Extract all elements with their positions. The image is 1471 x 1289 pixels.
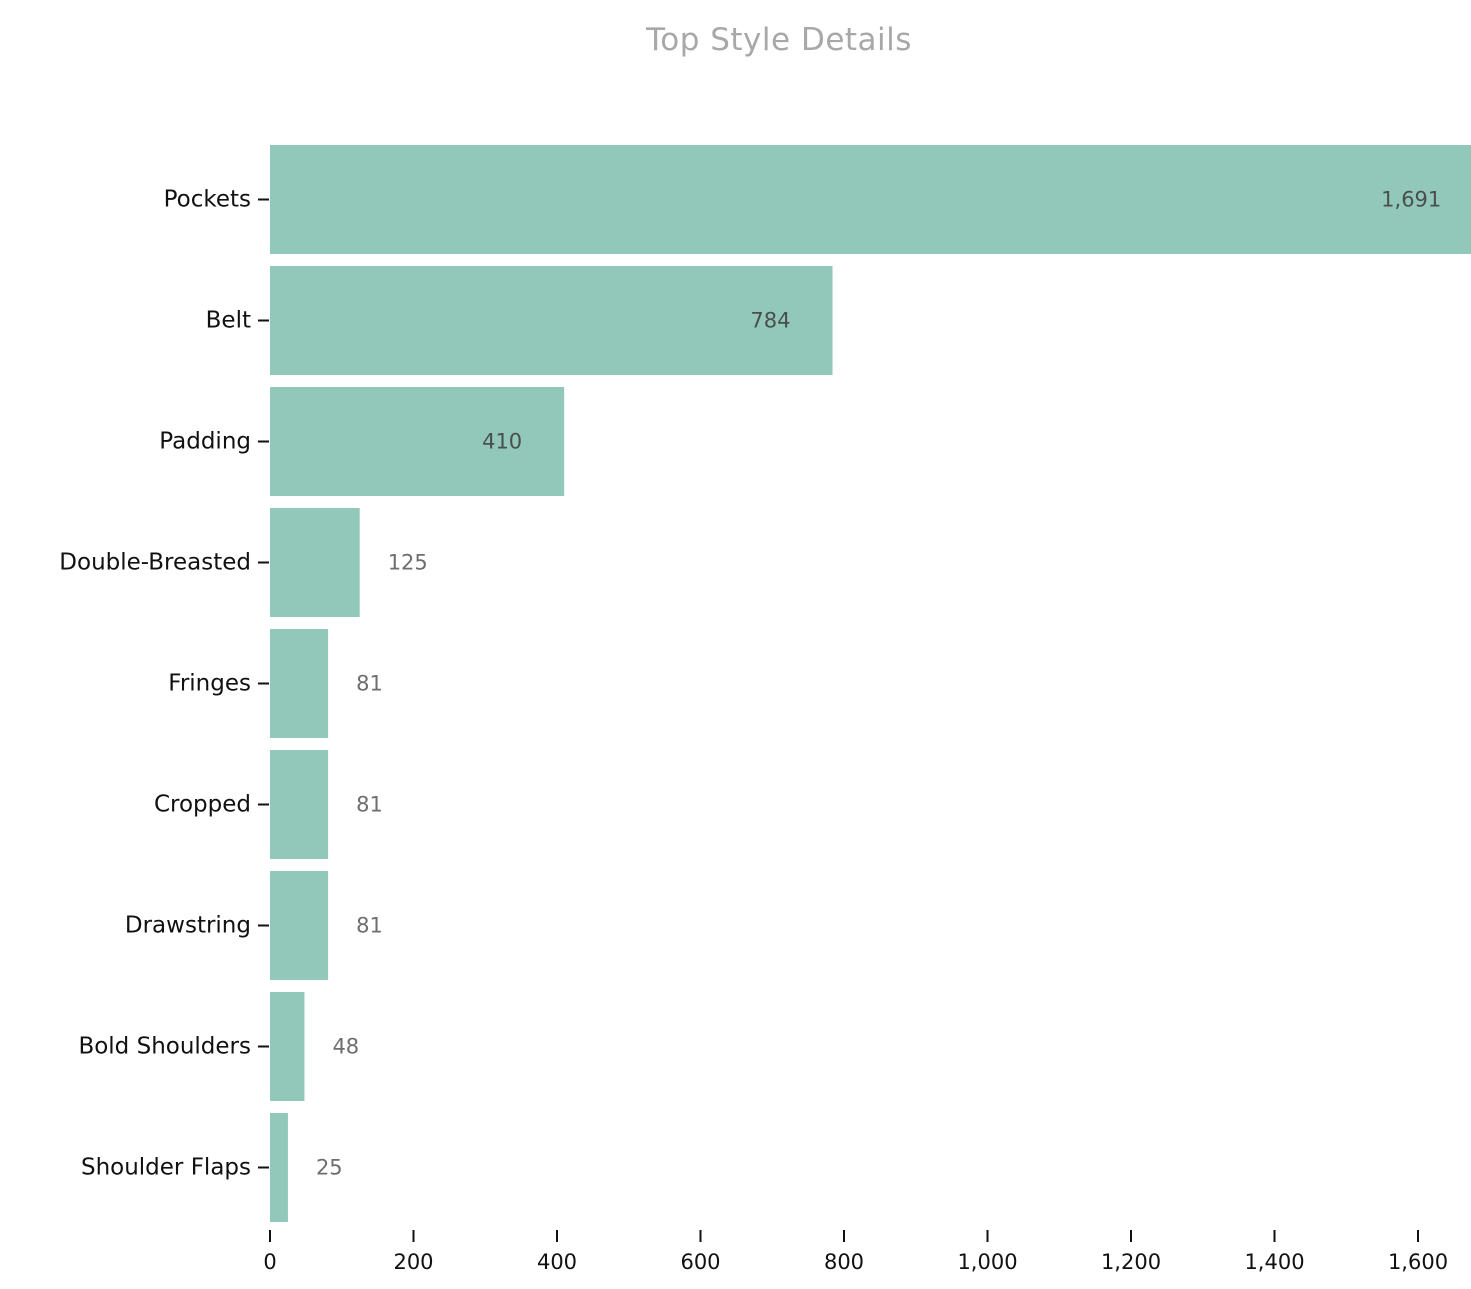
value-label: 81	[356, 793, 383, 817]
bar[interactable]	[270, 992, 305, 1101]
bar[interactable]	[270, 750, 329, 859]
x-axis: 0 200 400 600 800 1,000 1,200 1,400 1,600	[263, 1230, 1448, 1274]
category-label: Double-Breasted	[59, 550, 251, 576]
category-label: Bold Shoulders	[78, 1034, 251, 1060]
x-tick-label: 600	[680, 1250, 720, 1274]
bar[interactable]	[270, 387, 565, 496]
bar[interactable]	[270, 145, 1471, 254]
category-label: Drawstring	[125, 913, 251, 939]
category-label: Shoulder Flaps	[81, 1155, 251, 1181]
bars-layer: 1,691 784 410 125 81 81 81 48 25	[270, 145, 1471, 1222]
x-tick-label: 1,400	[1244, 1250, 1304, 1274]
bar[interactable]	[270, 1113, 288, 1222]
x-tick-label: 1,000	[957, 1250, 1017, 1274]
category-label: Fringes	[168, 671, 251, 697]
category-label: Pockets	[164, 187, 251, 213]
category-label: Cropped	[154, 792, 251, 818]
value-label: 410	[482, 430, 522, 454]
x-tick-label: 800	[824, 1250, 864, 1274]
category-label: Belt	[206, 308, 251, 334]
x-tick-label: 1,600	[1388, 1250, 1448, 1274]
value-label: 81	[356, 672, 383, 696]
value-label: 48	[332, 1035, 359, 1059]
category-label: Padding	[159, 429, 251, 455]
bar[interactable]	[270, 266, 833, 375]
value-label: 784	[750, 309, 790, 333]
bar[interactable]	[270, 508, 360, 617]
x-tick-label: 400	[537, 1250, 577, 1274]
chart-title: Top Style Details	[646, 22, 912, 58]
y-axis: Pockets Belt Padding Double-Breasted Fringes…	[59, 187, 269, 1181]
value-label: 25	[316, 1156, 343, 1180]
x-tick-label: 1,200	[1101, 1250, 1161, 1274]
value-label: 125	[388, 551, 428, 575]
value-label: 81	[356, 914, 383, 938]
bar[interactable]	[270, 629, 329, 738]
x-tick-label: 0	[263, 1250, 276, 1274]
bar[interactable]	[270, 871, 329, 980]
x-tick-label: 200	[393, 1250, 433, 1274]
value-label: 1,691	[1381, 188, 1441, 212]
